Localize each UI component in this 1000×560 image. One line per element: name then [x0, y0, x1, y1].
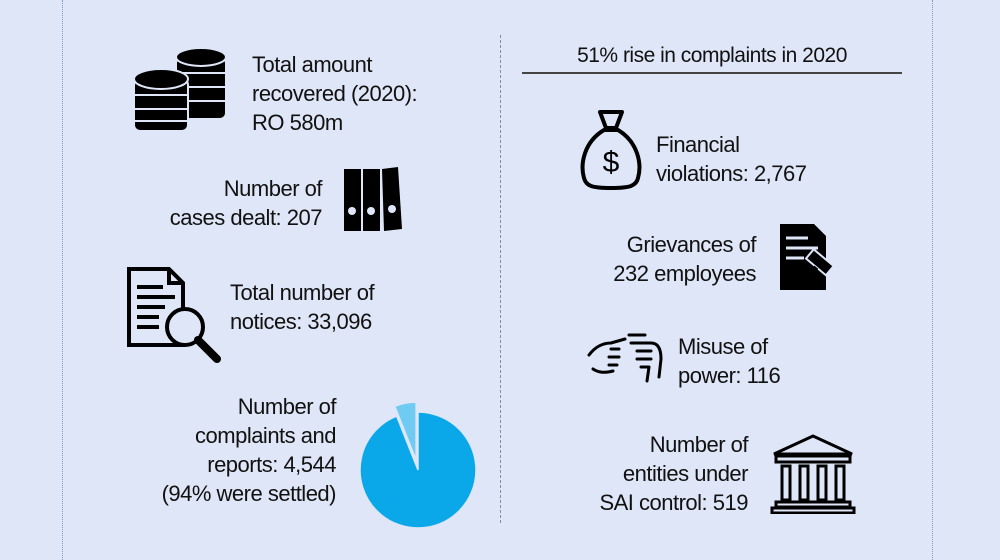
- text-line: recovered (2020):: [252, 81, 418, 106]
- text-line: Misuse of: [678, 334, 768, 359]
- document-search-icon: [127, 267, 221, 363]
- text-line: notices: 33,096: [230, 309, 372, 334]
- text-line: violations: 2,767: [656, 161, 807, 186]
- complaints-text: Number of complaints and reports: 4,544 …: [161, 392, 337, 508]
- right-border: [932, 0, 933, 560]
- pie-slice-settled: [359, 411, 477, 529]
- text-line: 232 employees: [613, 261, 756, 286]
- coins-icon: [133, 47, 227, 132]
- binders-icon: [344, 167, 402, 231]
- text-line: Number of: [237, 394, 337, 419]
- document-gavel-icon: [780, 224, 836, 290]
- text-line: Number of: [223, 176, 323, 201]
- pie-slice-unsettled: [393, 401, 417, 461]
- text-line: Grievances of: [626, 232, 757, 257]
- financial-text: Financial violations: 2,767: [656, 130, 807, 188]
- misuse-text: Misuse of power: 116: [678, 332, 781, 390]
- text-line: entities under: [622, 461, 749, 486]
- entities-text: Number of entities under SAI control: 51…: [599, 430, 748, 517]
- text-line: (94% were settled): [161, 481, 337, 506]
- text-line: cases dealt: 207: [169, 205, 323, 230]
- grievances-text: Grievances of 232 employees: [613, 230, 756, 288]
- headline: 51% rise in complaints in 2020: [522, 44, 902, 74]
- pointing-hands-icon: [587, 333, 663, 383]
- money-bag-icon: $: [580, 110, 642, 190]
- complaints-pie-chart: [359, 401, 477, 529]
- svg-text:$: $: [603, 146, 620, 179]
- column-divider: [500, 35, 501, 523]
- text-line: Total amount: [252, 52, 372, 77]
- text-line: Number of: [649, 432, 749, 457]
- text-line: RO 580m: [252, 110, 343, 135]
- government-building-icon: [770, 434, 856, 514]
- text-line: Total number of: [230, 280, 375, 305]
- text-line: reports: 4,544: [207, 452, 336, 477]
- left-border: [62, 0, 63, 560]
- notices-text: Total number of notices: 33,096: [230, 278, 375, 336]
- text-line: power: 116: [678, 363, 781, 388]
- recovered-text: Total amount recovered (2020): RO 580m: [252, 50, 418, 137]
- text-line: complaints and: [195, 423, 336, 448]
- cases-text: Number of cases dealt: 207: [169, 174, 323, 232]
- text-line: Financial: [656, 132, 740, 157]
- text-line: SAI control: 519: [599, 490, 748, 515]
